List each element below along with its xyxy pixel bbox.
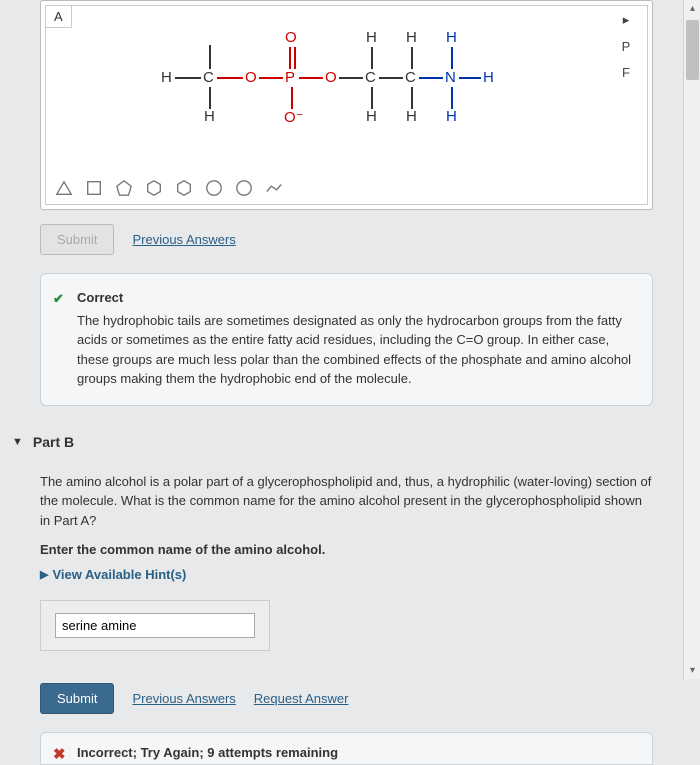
atom-h-c1-bot: H bbox=[204, 108, 215, 125]
bond bbox=[209, 87, 211, 109]
bond bbox=[217, 77, 243, 79]
bond bbox=[339, 77, 363, 79]
scroll-down-icon[interactable]: ▾ bbox=[684, 662, 700, 679]
atom-h-end: H bbox=[483, 69, 494, 86]
answer-input[interactable] bbox=[55, 613, 255, 638]
x-icon: ✖ bbox=[53, 745, 66, 763]
bond bbox=[411, 87, 413, 109]
incorrect-message: Incorrect; Try Again; 9 attempts remaini… bbox=[77, 745, 338, 760]
drawing-panel: A ▸ P F H C H O P bbox=[40, 0, 653, 210]
partb-instruction: Enter the common name of the amino alcoh… bbox=[40, 542, 653, 557]
atom-o-right: O bbox=[325, 69, 337, 86]
scroll-up-icon[interactable]: ▴ bbox=[684, 0, 700, 17]
atom-h-c3-bot: H bbox=[406, 108, 417, 125]
bond bbox=[299, 77, 323, 79]
bond bbox=[289, 47, 291, 69]
parta-feedback-box: ✔ Correct The hydrophobic tails are some… bbox=[40, 273, 653, 406]
bond bbox=[294, 47, 296, 69]
atom-o-minus: O⁻ bbox=[284, 108, 304, 126]
canvas-tab-a[interactable]: A bbox=[46, 6, 72, 28]
atom-c2: C bbox=[365, 69, 376, 86]
bond bbox=[419, 77, 443, 79]
triangle-icon[interactable] bbox=[54, 178, 74, 198]
circle2-icon[interactable] bbox=[234, 178, 254, 198]
feedback-body: The hydrophobic tails are sometimes desi… bbox=[77, 311, 636, 389]
molecule-structure: H C H O P O O⁻ O C bbox=[161, 21, 521, 121]
bond bbox=[259, 77, 283, 79]
atom-o-mid: O bbox=[245, 69, 257, 86]
pointer-tool-icon[interactable]: ▸ bbox=[615, 10, 637, 30]
parta-previous-answers-link[interactable]: Previous Answers bbox=[132, 232, 235, 247]
partb-question: The amino alcohol is a polar part of a g… bbox=[40, 472, 653, 531]
atom-c3: C bbox=[405, 69, 416, 86]
parta-submit-button: Submit bbox=[40, 224, 114, 255]
feedback-title: Correct bbox=[77, 288, 636, 308]
shape-toolbar bbox=[54, 178, 284, 198]
side-toolbar: ▸ P F bbox=[615, 10, 637, 82]
circle-icon[interactable] bbox=[204, 178, 224, 198]
bond bbox=[371, 47, 373, 69]
bond bbox=[175, 77, 201, 79]
bond bbox=[209, 45, 211, 69]
atom-h-n-top: H bbox=[446, 29, 457, 46]
pentagon-icon[interactable] bbox=[114, 178, 134, 198]
atom-h-left: H bbox=[161, 69, 172, 86]
bond bbox=[451, 87, 453, 109]
atom-h-n-bot: H bbox=[446, 108, 457, 125]
atom-o-dbl: O bbox=[285, 29, 297, 46]
chair-icon[interactable] bbox=[264, 178, 284, 198]
bond bbox=[411, 47, 413, 69]
caret-right-icon: ▶ bbox=[40, 568, 48, 581]
atom-c1: C bbox=[203, 69, 214, 86]
atom-h-c3-top: H bbox=[406, 29, 417, 46]
partb-button-row: Submit Previous Answers Request Answer bbox=[40, 683, 653, 714]
partb-header[interactable]: ▼ Part B bbox=[12, 434, 653, 450]
scroll-thumb[interactable] bbox=[686, 20, 699, 80]
hexagon-icon[interactable] bbox=[144, 178, 164, 198]
partb-previous-answers-link[interactable]: Previous Answers bbox=[132, 691, 235, 706]
bond bbox=[371, 87, 373, 109]
hints-label: View Available Hint(s) bbox=[52, 567, 186, 582]
check-icon: ✔ bbox=[53, 289, 64, 309]
vertical-scrollbar[interactable]: ▴ ▾ bbox=[683, 0, 700, 679]
square-icon[interactable] bbox=[84, 178, 104, 198]
caret-down-icon: ▼ bbox=[12, 436, 23, 448]
bond bbox=[459, 77, 481, 79]
parta-button-row: Submit Previous Answers bbox=[40, 224, 653, 255]
p-tool[interactable]: P bbox=[615, 36, 637, 56]
partb-label: Part B bbox=[33, 434, 74, 450]
atom-n: N bbox=[445, 69, 456, 86]
view-hints-link[interactable]: ▶ View Available Hint(s) bbox=[40, 567, 653, 582]
bond bbox=[291, 87, 293, 109]
atom-h-c2-top: H bbox=[366, 29, 377, 46]
atom-p: P bbox=[285, 69, 295, 86]
bond bbox=[379, 77, 403, 79]
answer-container bbox=[40, 600, 270, 651]
incorrect-feedback-box: ✖ Incorrect; Try Again; 9 attempts remai… bbox=[40, 732, 653, 765]
hexagon2-icon[interactable] bbox=[174, 178, 194, 198]
partb-submit-button[interactable]: Submit bbox=[40, 683, 114, 714]
drawing-canvas[interactable]: A ▸ P F H C H O P bbox=[45, 5, 648, 205]
f-tool[interactable]: F bbox=[615, 62, 637, 82]
bond bbox=[451, 47, 453, 69]
request-answer-link[interactable]: Request Answer bbox=[254, 691, 349, 706]
atom-h-c2-bot: H bbox=[366, 108, 377, 125]
